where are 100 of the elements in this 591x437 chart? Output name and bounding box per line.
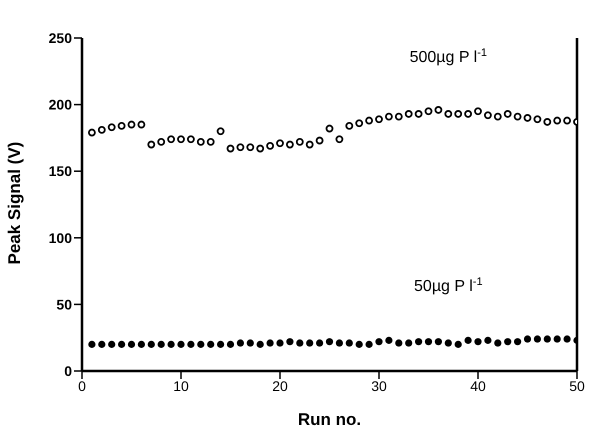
point <box>484 336 492 344</box>
point <box>424 338 432 346</box>
x-tick-label: 40 <box>470 378 486 394</box>
point <box>553 116 562 124</box>
point <box>454 340 462 348</box>
point <box>177 135 185 144</box>
point <box>118 340 126 348</box>
point <box>306 140 314 148</box>
point <box>444 339 452 347</box>
point <box>345 122 354 130</box>
point <box>157 138 166 146</box>
point <box>266 142 274 150</box>
point <box>88 128 96 136</box>
point <box>375 338 383 346</box>
point <box>524 335 532 343</box>
point <box>246 339 254 347</box>
point <box>88 340 96 348</box>
point <box>206 138 215 146</box>
point <box>494 112 502 120</box>
point <box>514 338 522 346</box>
y-tick-label: 150 <box>48 163 72 180</box>
point <box>147 140 156 148</box>
point <box>395 339 402 347</box>
point <box>414 110 422 118</box>
point <box>444 110 452 118</box>
point <box>128 120 136 128</box>
point <box>534 335 541 343</box>
point <box>474 107 482 116</box>
point <box>415 338 422 346</box>
point <box>98 126 106 134</box>
point <box>504 110 512 118</box>
y-tick-label: 100 <box>48 230 72 246</box>
point <box>543 118 552 126</box>
point <box>385 336 392 344</box>
point <box>336 135 344 144</box>
point <box>316 136 324 144</box>
point <box>544 335 551 343</box>
point <box>138 340 145 348</box>
point <box>217 340 224 348</box>
y-axis-title: Peak Signal (V) <box>5 142 24 264</box>
point <box>306 339 314 347</box>
point <box>385 112 393 120</box>
point <box>404 110 413 118</box>
point <box>128 340 136 348</box>
point <box>256 340 264 348</box>
point <box>168 340 175 348</box>
point <box>158 340 165 348</box>
point <box>424 107 432 116</box>
point <box>454 110 462 118</box>
x-tick-label: 20 <box>272 378 288 394</box>
point <box>286 140 294 148</box>
point <box>226 144 234 152</box>
point <box>167 135 175 144</box>
x-tick-label: 30 <box>371 378 387 394</box>
point <box>563 116 571 124</box>
point <box>356 340 363 348</box>
point <box>375 115 383 124</box>
point <box>504 338 512 346</box>
x-tick-label: 10 <box>173 378 189 394</box>
point <box>148 340 155 348</box>
x-tick-label: 0 <box>78 378 86 394</box>
point <box>187 340 194 348</box>
point <box>256 144 264 152</box>
point <box>346 339 353 347</box>
point <box>326 124 334 132</box>
point <box>326 338 334 346</box>
point <box>226 340 234 348</box>
point <box>564 335 571 343</box>
point <box>336 339 343 347</box>
point <box>187 135 195 144</box>
point <box>405 339 412 347</box>
point <box>296 339 304 347</box>
y-tick-label: 250 <box>48 30 72 46</box>
point <box>474 338 482 346</box>
point <box>484 111 492 120</box>
point <box>316 339 324 347</box>
point <box>366 340 373 348</box>
point <box>108 123 116 132</box>
point <box>464 110 472 118</box>
point <box>434 338 442 346</box>
point <box>534 115 542 124</box>
point <box>464 336 472 344</box>
point <box>177 340 185 348</box>
y-tick-label: 50 <box>56 296 72 312</box>
point <box>108 340 116 348</box>
point <box>434 106 442 114</box>
x-tick-label: 50 <box>569 378 585 394</box>
point <box>236 143 244 152</box>
point <box>207 340 214 348</box>
point <box>98 340 106 348</box>
point <box>494 339 502 347</box>
point <box>286 338 294 346</box>
point <box>276 339 284 347</box>
point <box>266 339 274 347</box>
point <box>196 138 205 146</box>
text: 50µg P l$^{-1}$ <box>414 276 483 296</box>
x-axis-title: Run no. <box>298 410 362 429</box>
point <box>236 339 244 347</box>
point <box>554 335 561 343</box>
y-tick-label: 0 <box>64 362 72 379</box>
